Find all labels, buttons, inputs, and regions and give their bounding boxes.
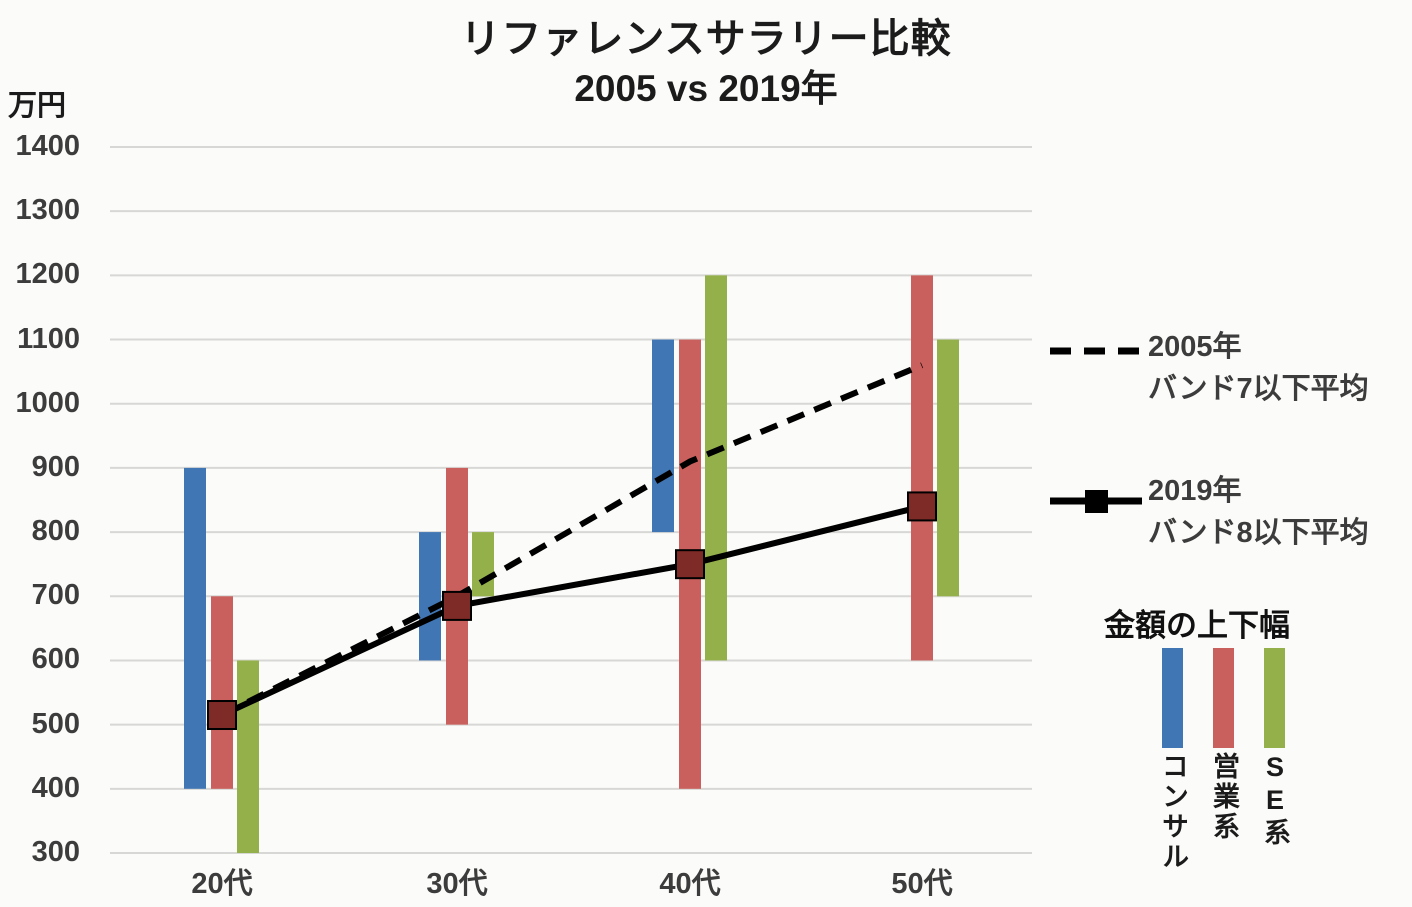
page-title: リファレンスサラリー比較 — [460, 17, 952, 61]
y-tick-label: 1200 — [15, 258, 80, 291]
legend-2019-band: バンド8以下平均 — [1148, 517, 1369, 549]
range-bar-0-0 — [184, 467, 206, 789]
range-swatch-se-icon — [1264, 648, 1285, 748]
x-tick-label-20s: 20代 — [191, 868, 253, 900]
range-bar-1-0 — [211, 596, 233, 789]
range-bar-2-3 — [937, 339, 959, 597]
range-swatch-consulting-icon — [1162, 648, 1183, 748]
y-axis-unit-label: 万円 — [8, 90, 67, 122]
page-subtitle: 2005 vs 2019年 — [574, 68, 838, 109]
x-tick-label-50s: 50代 — [891, 868, 953, 900]
range-legend-title: 金額の上下幅 — [1104, 608, 1290, 643]
x-tick-label-30s: 30代 — [426, 868, 488, 900]
range-bar-2-0 — [237, 660, 259, 853]
line-series-0 — [220, 362, 924, 718]
y-tick-label: 1000 — [15, 386, 80, 419]
y-tick-label: 800 — [31, 515, 80, 548]
legend-2005-band: バンド7以下平均 — [1148, 373, 1369, 405]
line-marker-2 — [675, 549, 705, 580]
solid-line-marker-sample-icon — [1048, 488, 1144, 519]
y-tick-label: 1400 — [15, 130, 80, 162]
y-tick-label: 1300 — [15, 194, 80, 227]
y-tick-label: 300 — [31, 836, 80, 868]
legend-2005-entry: 2005年 バンド7以下平均 — [1148, 326, 1369, 410]
range-bar-2-2 — [705, 275, 727, 661]
range-label-sales: 営業系 — [1209, 752, 1239, 842]
y-tick-label: 400 — [31, 771, 80, 804]
range-label-se: SE系 — [1260, 752, 1290, 848]
y-tick-label: 700 — [31, 579, 80, 612]
range-swatch-sales-icon — [1213, 648, 1234, 748]
dashed-line-sample-icon — [1048, 344, 1144, 363]
range-bar-1-3 — [911, 275, 933, 661]
range-bar-2-1 — [472, 532, 494, 597]
line-marker-3 — [907, 491, 937, 522]
legend-2005-year: 2005年 — [1148, 331, 1242, 363]
line-series-1 — [220, 503, 923, 718]
range-bar-0-1 — [419, 532, 441, 661]
y-tick-label: 900 — [31, 450, 80, 483]
range-bar-0-2 — [652, 339, 674, 533]
y-tick-label: 1100 — [17, 322, 80, 355]
legend-2019-year: 2019年 — [1148, 475, 1242, 507]
line-marker-1 — [442, 590, 472, 621]
y-tick-label: 600 — [31, 643, 80, 676]
legend-2019-entry: 2019年 バンド8以下平均 — [1148, 470, 1369, 554]
x-tick-label-40s: 40代 — [659, 868, 721, 900]
line-marker-0 — [207, 700, 237, 731]
y-tick-label: 500 — [31, 707, 80, 740]
range-label-consulting: コンサル — [1158, 752, 1188, 872]
